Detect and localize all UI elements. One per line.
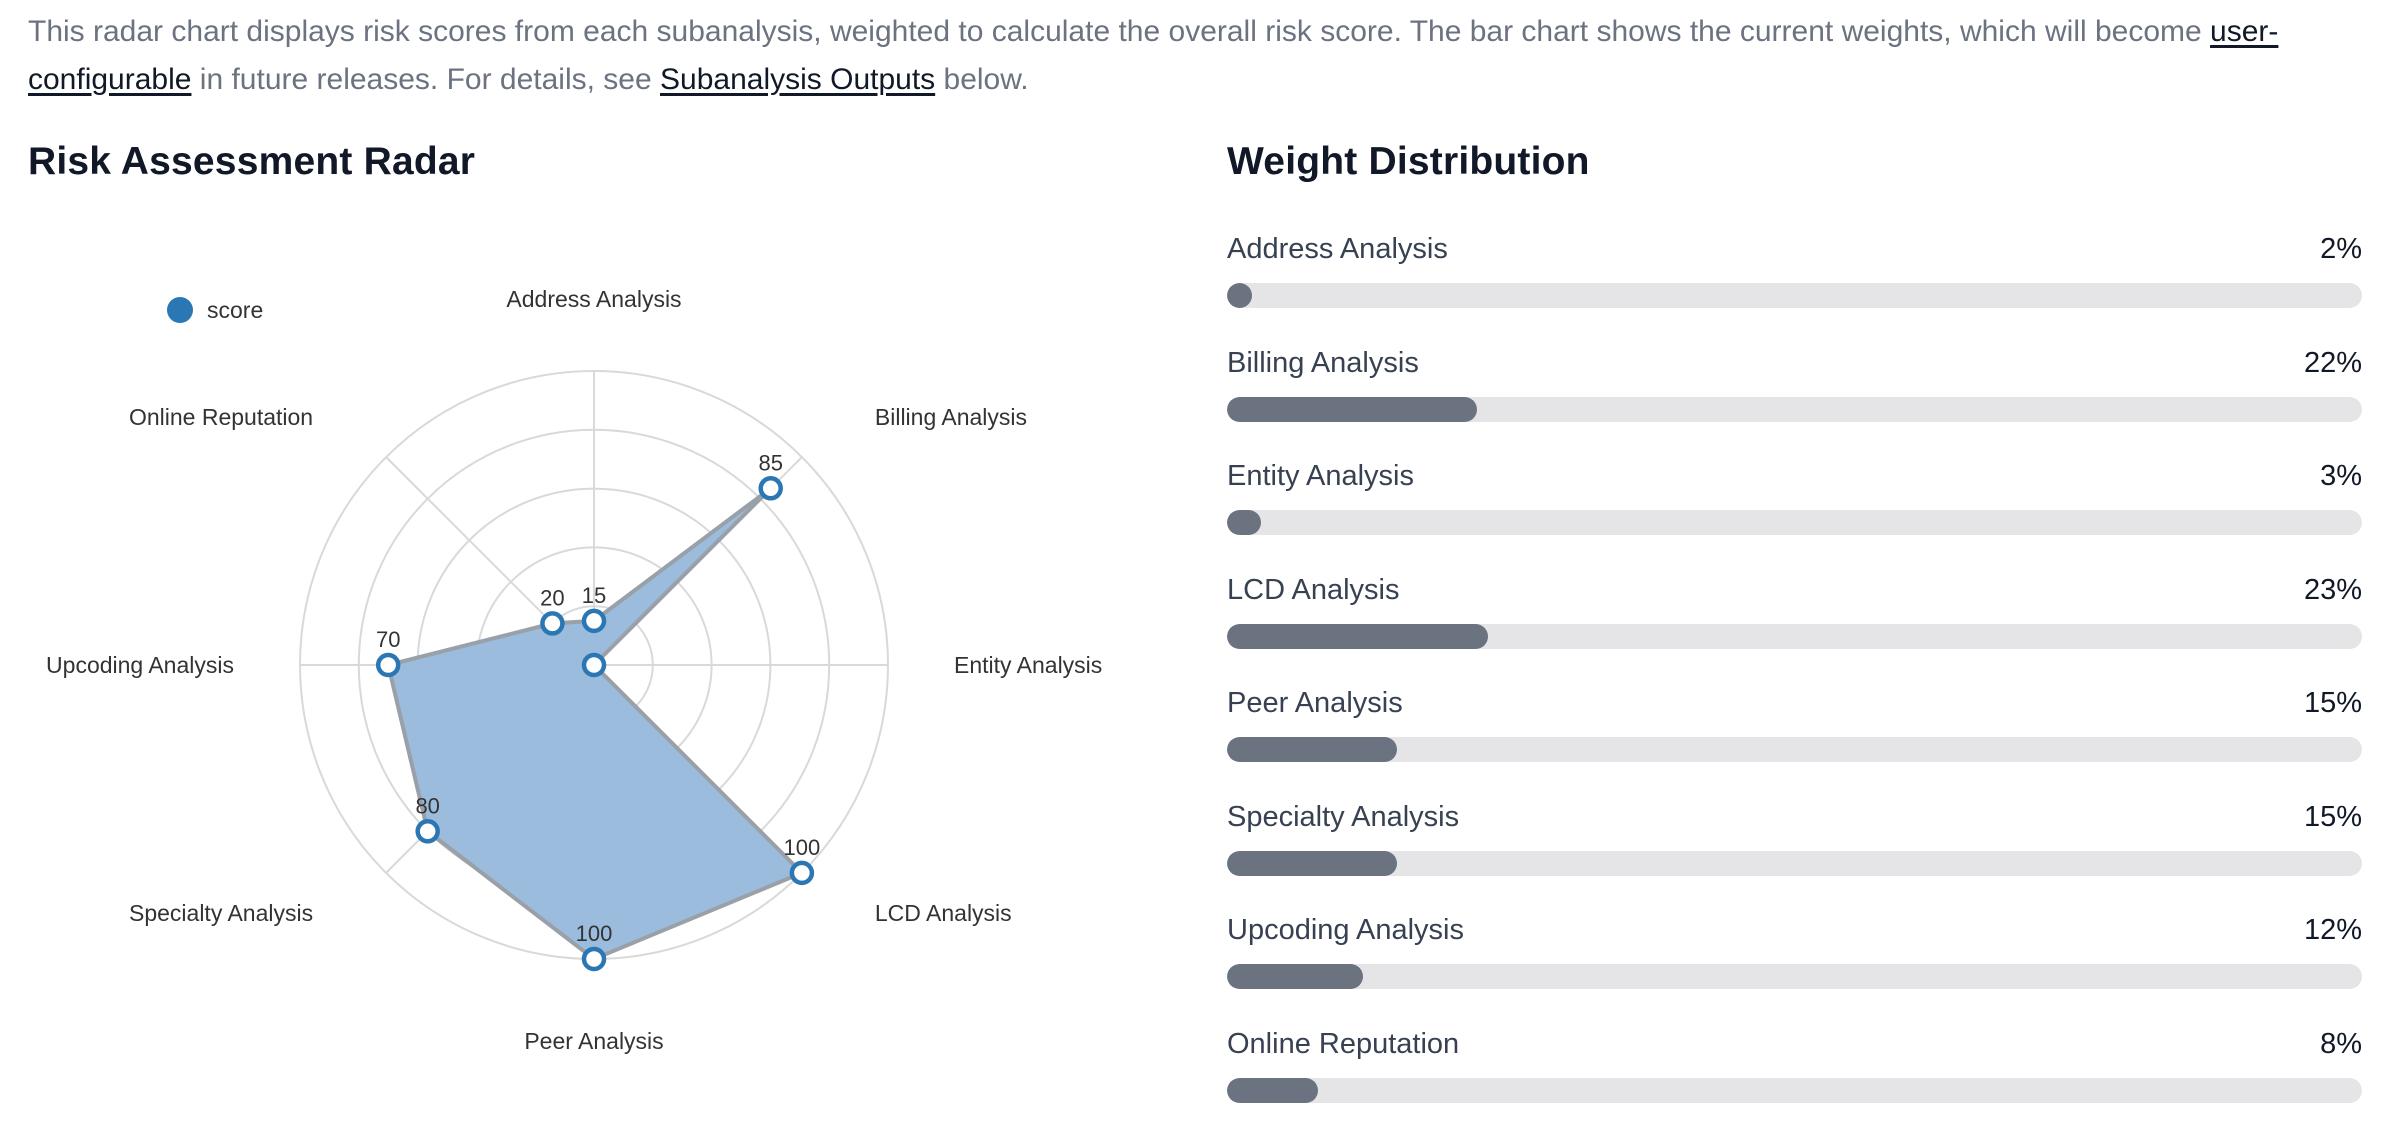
radar-value-label-8: 20: [540, 585, 564, 610]
intro-text-1: This radar chart displays risk scores fr…: [28, 15, 2210, 48]
weight-bar: [1227, 964, 1363, 989]
radar-title: Risk Assessment Radar: [28, 140, 475, 184]
weight-percent: 15%: [2304, 682, 2362, 724]
radar-point-1: [584, 611, 604, 631]
weight-row: Specialty Analysis 15%: [1227, 796, 2362, 910]
radar-value-label-4: 100: [784, 835, 821, 860]
weight-label: Address Analysis: [1227, 228, 1448, 270]
weight-row: LCD Analysis 23%: [1227, 569, 2362, 683]
weight-bar: [1227, 1078, 1318, 1103]
weight-row: Upcoding Analysis 12%: [1227, 909, 2362, 1023]
weight-bar-track: [1227, 283, 2362, 308]
radar-category-label-3: Entity Analysis: [954, 652, 1102, 678]
weight-bar-track: [1227, 964, 2362, 989]
weight-bar-track: [1227, 737, 2362, 762]
weight-distribution-chart: Address Analysis 2% Billing Analysis 22% Ent…: [1227, 228, 2362, 1136]
weight-bar: [1227, 851, 1397, 876]
weight-label: Billing Analysis: [1227, 342, 1419, 384]
weight-percent: 12%: [2304, 909, 2362, 951]
intro-paragraph: This radar chart displays risk scores fr…: [28, 8, 2358, 104]
radar-point-8: [542, 613, 562, 633]
radar-value-label-1: 15: [582, 583, 606, 608]
radar-category-label-5: Peer Analysis: [524, 1028, 663, 1054]
weight-label: Upcoding Analysis: [1227, 909, 1464, 951]
weight-percent: 2%: [2320, 228, 2362, 270]
radar-point-6: [418, 821, 438, 841]
weight-row: Entity Analysis 3%: [1227, 455, 2362, 569]
weight-bar-track: [1227, 1078, 2362, 1103]
weight-bar: [1227, 624, 1488, 649]
radar-value-label-2: 85: [758, 450, 782, 475]
weight-label: Peer Analysis: [1227, 682, 1403, 724]
weight-label: Entity Analysis: [1227, 455, 1414, 497]
radar-value-label-6: 80: [415, 793, 439, 818]
radar-category-label-4: LCD Analysis: [875, 900, 1012, 926]
radar-value-label-5: 100: [576, 921, 613, 946]
radar-point-4: [792, 863, 812, 883]
radar-category-label-2: Billing Analysis: [875, 404, 1027, 430]
weight-percent: 8%: [2320, 1023, 2362, 1065]
weight-row: Online Reputation 8%: [1227, 1023, 2362, 1136]
weight-bar-track: [1227, 851, 2362, 876]
weight-percent: 23%: [2304, 569, 2362, 611]
weight-bar-track: [1227, 510, 2362, 535]
weight-bar: [1227, 397, 1477, 422]
radar-point-7: [378, 655, 398, 675]
weight-percent: 22%: [2304, 342, 2362, 384]
radar-category-label-8: Online Reputation: [129, 404, 313, 430]
legend-score-label: score: [207, 297, 263, 323]
intro-text-3: below.: [935, 63, 1028, 96]
radar-category-label-7: Upcoding Analysis: [46, 652, 234, 678]
weight-row: Billing Analysis 22%: [1227, 342, 2362, 456]
radar-category-label-1: Address Analysis: [506, 286, 681, 312]
weight-label: Online Reputation: [1227, 1023, 1459, 1065]
radar-value-label-7: 70: [376, 627, 400, 652]
weights-title: Weight Distribution: [1227, 140, 1590, 184]
subanalysis-outputs-link[interactable]: Subanalysis Outputs: [660, 63, 935, 96]
radar-score-area: [388, 488, 802, 959]
legend-score-marker: [167, 297, 193, 323]
radar-point-2: [761, 478, 781, 498]
weight-bar: [1227, 283, 1252, 308]
intro-text-2: in future releases. For details, see: [191, 63, 660, 96]
weight-row: Address Analysis 2%: [1227, 228, 2362, 342]
radar-point-5: [584, 949, 604, 969]
weight-percent: 3%: [2320, 455, 2362, 497]
weight-bar-track: [1227, 397, 2362, 422]
weight-bar: [1227, 737, 1397, 762]
radar-point-3: [584, 655, 604, 675]
weight-percent: 15%: [2304, 796, 2362, 838]
weight-row: Peer Analysis 15%: [1227, 682, 2362, 796]
radar-category-label-6: Specialty Analysis: [129, 900, 313, 926]
weight-bar-track: [1227, 624, 2362, 649]
weight-bar: [1227, 510, 1261, 535]
radar-chart: 15 85 100 100 80 70 20 Address Analysis Billing …: [0, 215, 1180, 1095]
weight-label: Specialty Analysis: [1227, 796, 1459, 838]
weight-label: LCD Analysis: [1227, 569, 1399, 611]
